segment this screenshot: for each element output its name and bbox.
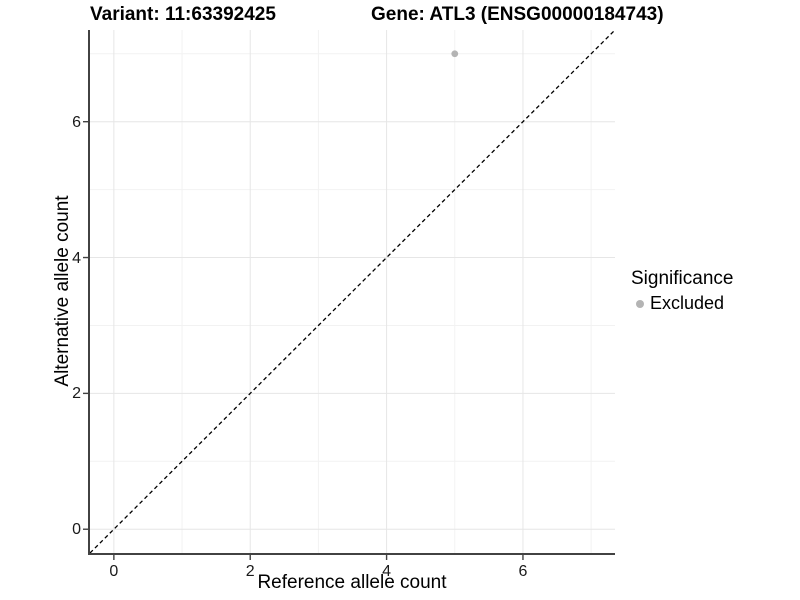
y-tick-label: 6	[72, 113, 81, 131]
y-axis-title: Alternative allele count	[52, 195, 73, 387]
legend: Significance Excluded	[631, 267, 733, 314]
x-tick-label: 4	[382, 563, 392, 580]
variant-title: Variant: 11:63392425	[90, 4, 276, 25]
x-tick-label: 0	[109, 563, 119, 580]
y-tick-label: 2	[72, 385, 81, 403]
y-tick-label: 4	[72, 249, 81, 267]
gene-title: Gene: ATL3 (ENSG00000184743)	[371, 4, 664, 25]
x-tick-label: 6	[518, 563, 528, 580]
legend-item-label: Excluded	[650, 293, 725, 313]
x-tick-label: 2	[245, 563, 255, 580]
y-tick-label: 0	[72, 521, 81, 539]
legend-title: Significance	[631, 268, 734, 289]
data-point	[451, 50, 459, 58]
legend-item-excluded: Excluded	[631, 293, 733, 314]
excluded-point-icon	[631, 295, 648, 312]
x-axis-title: Reference allele count	[257, 572, 447, 593]
identity-dashed-line	[89, 29, 616, 554]
